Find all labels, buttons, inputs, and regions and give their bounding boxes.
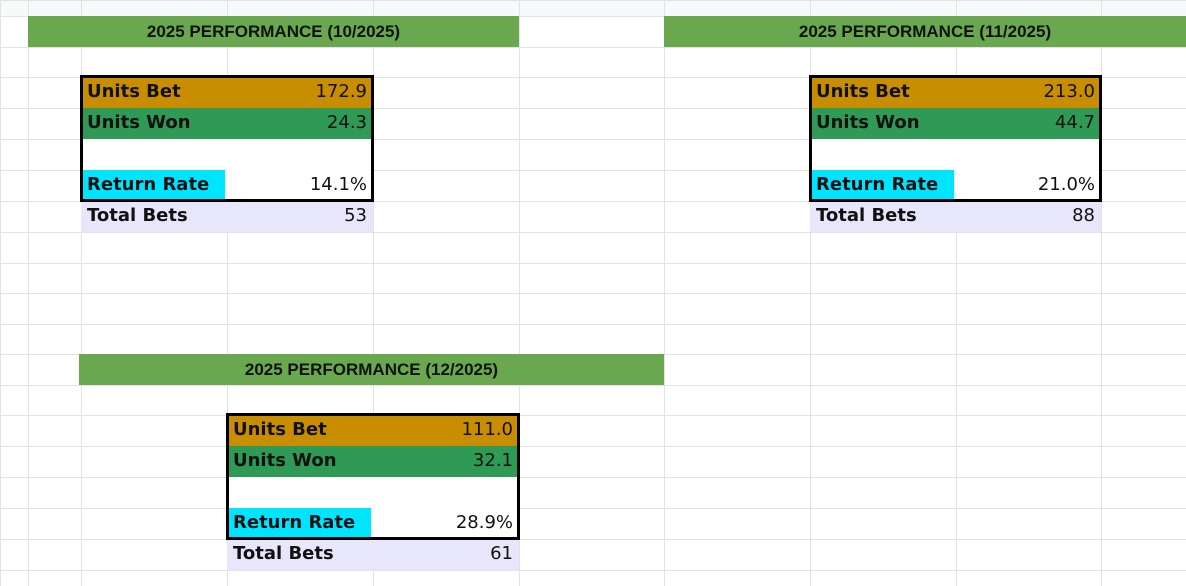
row-label: Units Bet (810, 77, 956, 108)
row-value: 24.3 (227, 108, 373, 139)
row-value: 61 (373, 539, 519, 570)
row-value: 213.0 (956, 77, 1101, 108)
row-label: Units Won (810, 108, 956, 139)
row-label: Units Bet (227, 415, 373, 446)
empty-row (810, 139, 1101, 170)
row-value: 28.9% (373, 508, 519, 539)
row-value: 14.1% (227, 170, 373, 201)
row-label: Units Bet (81, 77, 227, 108)
row-label: Return Rate (81, 170, 225, 201)
row-value: 172.9 (227, 77, 373, 108)
row-label: Total Bets (810, 201, 956, 232)
row-label: Units Won (81, 108, 227, 139)
table-border (226, 413, 520, 540)
empty-row (227, 477, 519, 508)
section-title: 2025 PERFORMANCE (10/2025) (28, 16, 519, 47)
row-value: 21.0% (956, 170, 1101, 201)
row-value: 32.1 (373, 446, 519, 477)
row-label: Return Rate (810, 170, 954, 201)
column-header (0, 0, 1186, 16)
row-label: Return Rate (227, 508, 371, 539)
empty-row (81, 139, 373, 170)
table-border (80, 75, 374, 202)
row-label: Units Won (227, 446, 373, 477)
row-value: 44.7 (956, 108, 1101, 139)
section-title: 2025 PERFORMANCE (11/2025) (664, 16, 1186, 47)
row-value: 53 (227, 201, 373, 232)
row-value: 88 (956, 201, 1101, 232)
table-border (809, 75, 1102, 202)
row-value: 111.0 (373, 415, 519, 446)
row-label: Total Bets (81, 201, 227, 232)
section-title: 2025 PERFORMANCE (12/2025) (79, 354, 664, 385)
row-label: Total Bets (227, 539, 373, 570)
